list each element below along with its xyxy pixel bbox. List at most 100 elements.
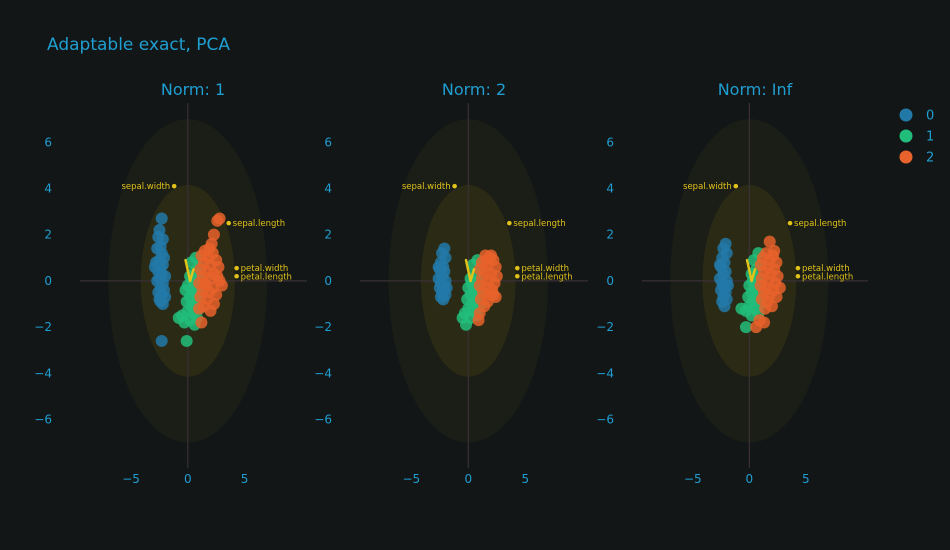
subplot-title: Norm: 2 (442, 80, 506, 99)
data-point[interactable] (437, 293, 450, 306)
legend-label: 0 (926, 109, 934, 124)
legend-item-1[interactable]: 1 (899, 129, 935, 145)
y-tick-label: 2 (44, 228, 52, 242)
feature-label: petal.width (802, 264, 850, 274)
loading-arrow (188, 268, 195, 283)
subplot-3: Norm: Inf −6 −4 −2 0 2 4 6 −5 0 5 sepal.width sepal.… (596, 80, 868, 486)
legend-marker (899, 108, 913, 122)
data-point[interactable] (213, 212, 226, 225)
data-point[interactable] (211, 270, 224, 283)
figure-title: Adaptable exact, PCA (47, 35, 230, 55)
series-2 (750, 235, 786, 334)
x-tick-label: −5 (122, 472, 140, 486)
feature-marker[interactable] (795, 273, 801, 279)
feature-marker[interactable] (171, 183, 177, 189)
feature-label: petal.length (521, 272, 572, 282)
data-point[interactable] (759, 302, 772, 315)
y-tick-label: 2 (606, 228, 614, 242)
x-tick-label: 0 (184, 472, 192, 486)
legend-label: 2 (926, 151, 934, 166)
data-point[interactable] (210, 288, 223, 301)
y-tick-label: 6 (606, 135, 614, 149)
data-point[interactable] (487, 288, 500, 301)
y-tick-label: 6 (324, 135, 332, 149)
data-point[interactable] (155, 334, 168, 347)
x-tick-label: 0 (746, 472, 754, 486)
loading-arrow (469, 268, 476, 283)
feature-marker[interactable] (452, 183, 457, 189)
data-point[interactable] (763, 235, 776, 248)
series-0 (713, 237, 734, 313)
data-point[interactable] (472, 314, 485, 327)
data-point[interactable] (193, 302, 206, 315)
feature-label: sepal.length (794, 219, 846, 229)
x-tick-label: 5 (241, 472, 249, 486)
feature-marker[interactable] (234, 273, 239, 279)
data-point[interactable] (180, 334, 193, 347)
subplot-title: Norm: Inf (718, 80, 793, 99)
data-point[interactable] (460, 318, 473, 331)
data-point[interactable] (207, 228, 220, 241)
y-tick-label: 0 (324, 274, 332, 288)
data-point[interactable] (205, 237, 218, 250)
feature-marker[interactable] (507, 220, 512, 226)
feature-label: sepal.width (121, 182, 170, 192)
feature-label: petal.length (802, 272, 853, 282)
data-point[interactable] (768, 244, 781, 257)
subplot-title: Norm: 1 (161, 80, 225, 99)
data-point[interactable] (195, 316, 208, 329)
feature-label: sepal.length (233, 219, 285, 229)
data-point[interactable] (485, 249, 498, 262)
y-tick-label: 0 (606, 274, 614, 288)
y-tick-label: −2 (314, 320, 332, 334)
legend-marker (899, 150, 913, 164)
data-point[interactable] (773, 281, 786, 294)
feature-marker[interactable] (795, 265, 801, 271)
data-point[interactable] (721, 279, 734, 292)
x-tick-label: 0 (464, 472, 472, 486)
data-point[interactable] (155, 212, 168, 225)
data-point[interactable] (215, 279, 228, 292)
loading-arrow (745, 258, 753, 283)
x-tick-label: 5 (521, 472, 529, 486)
feature-marker[interactable] (226, 220, 231, 226)
y-tick-label: −2 (596, 320, 614, 334)
feature-label: petal.width (521, 264, 569, 274)
subplots: Norm: 1 −6 −4 −2 0 2 4 6 −5 0 5 sepal.width sepal.le… (34, 80, 868, 486)
subplot-2: Norm: 2 −6 −4 −2 0 2 4 6 −5 0 5 sepal.width sepal.le… (314, 80, 588, 486)
data-point[interactable] (750, 321, 763, 334)
data-point[interactable] (735, 302, 748, 315)
loading-arrow (184, 258, 192, 283)
feature-label: petal.width (241, 264, 289, 274)
legend-item-0[interactable]: 0 (899, 108, 935, 124)
y-tick-label: −2 (34, 320, 52, 334)
x-tick-label: 5 (802, 472, 810, 486)
data-point[interactable] (718, 300, 731, 313)
loading-arrow (464, 258, 472, 283)
data-point[interactable] (770, 291, 783, 304)
legend-marker (899, 129, 913, 143)
data-point[interactable] (713, 258, 726, 271)
data-point[interactable] (154, 295, 167, 308)
legend[interactable]: 0 1 2 (899, 108, 935, 166)
series-2 (472, 249, 503, 327)
feature-marker[interactable] (234, 265, 239, 271)
data-point[interactable] (739, 321, 752, 334)
y-tick-label: −4 (314, 366, 332, 380)
data-point[interactable] (172, 311, 185, 324)
data-point[interactable] (432, 261, 445, 274)
data-point[interactable] (148, 261, 161, 274)
data-point[interactable] (204, 304, 217, 317)
legend-item-2[interactable]: 2 (899, 150, 935, 166)
data-point[interactable] (198, 277, 211, 290)
series-0 (148, 212, 172, 347)
feature-marker[interactable] (515, 265, 520, 271)
feature-marker[interactable] (787, 220, 793, 226)
y-tick-label: 6 (44, 135, 52, 149)
feature-marker[interactable] (515, 273, 520, 279)
x-tick-label: −5 (402, 472, 420, 486)
feature-marker[interactable] (733, 183, 739, 189)
feature-label: sepal.width (402, 182, 451, 192)
feature-label: sepal.length (513, 219, 565, 229)
data-point[interactable] (440, 281, 453, 294)
